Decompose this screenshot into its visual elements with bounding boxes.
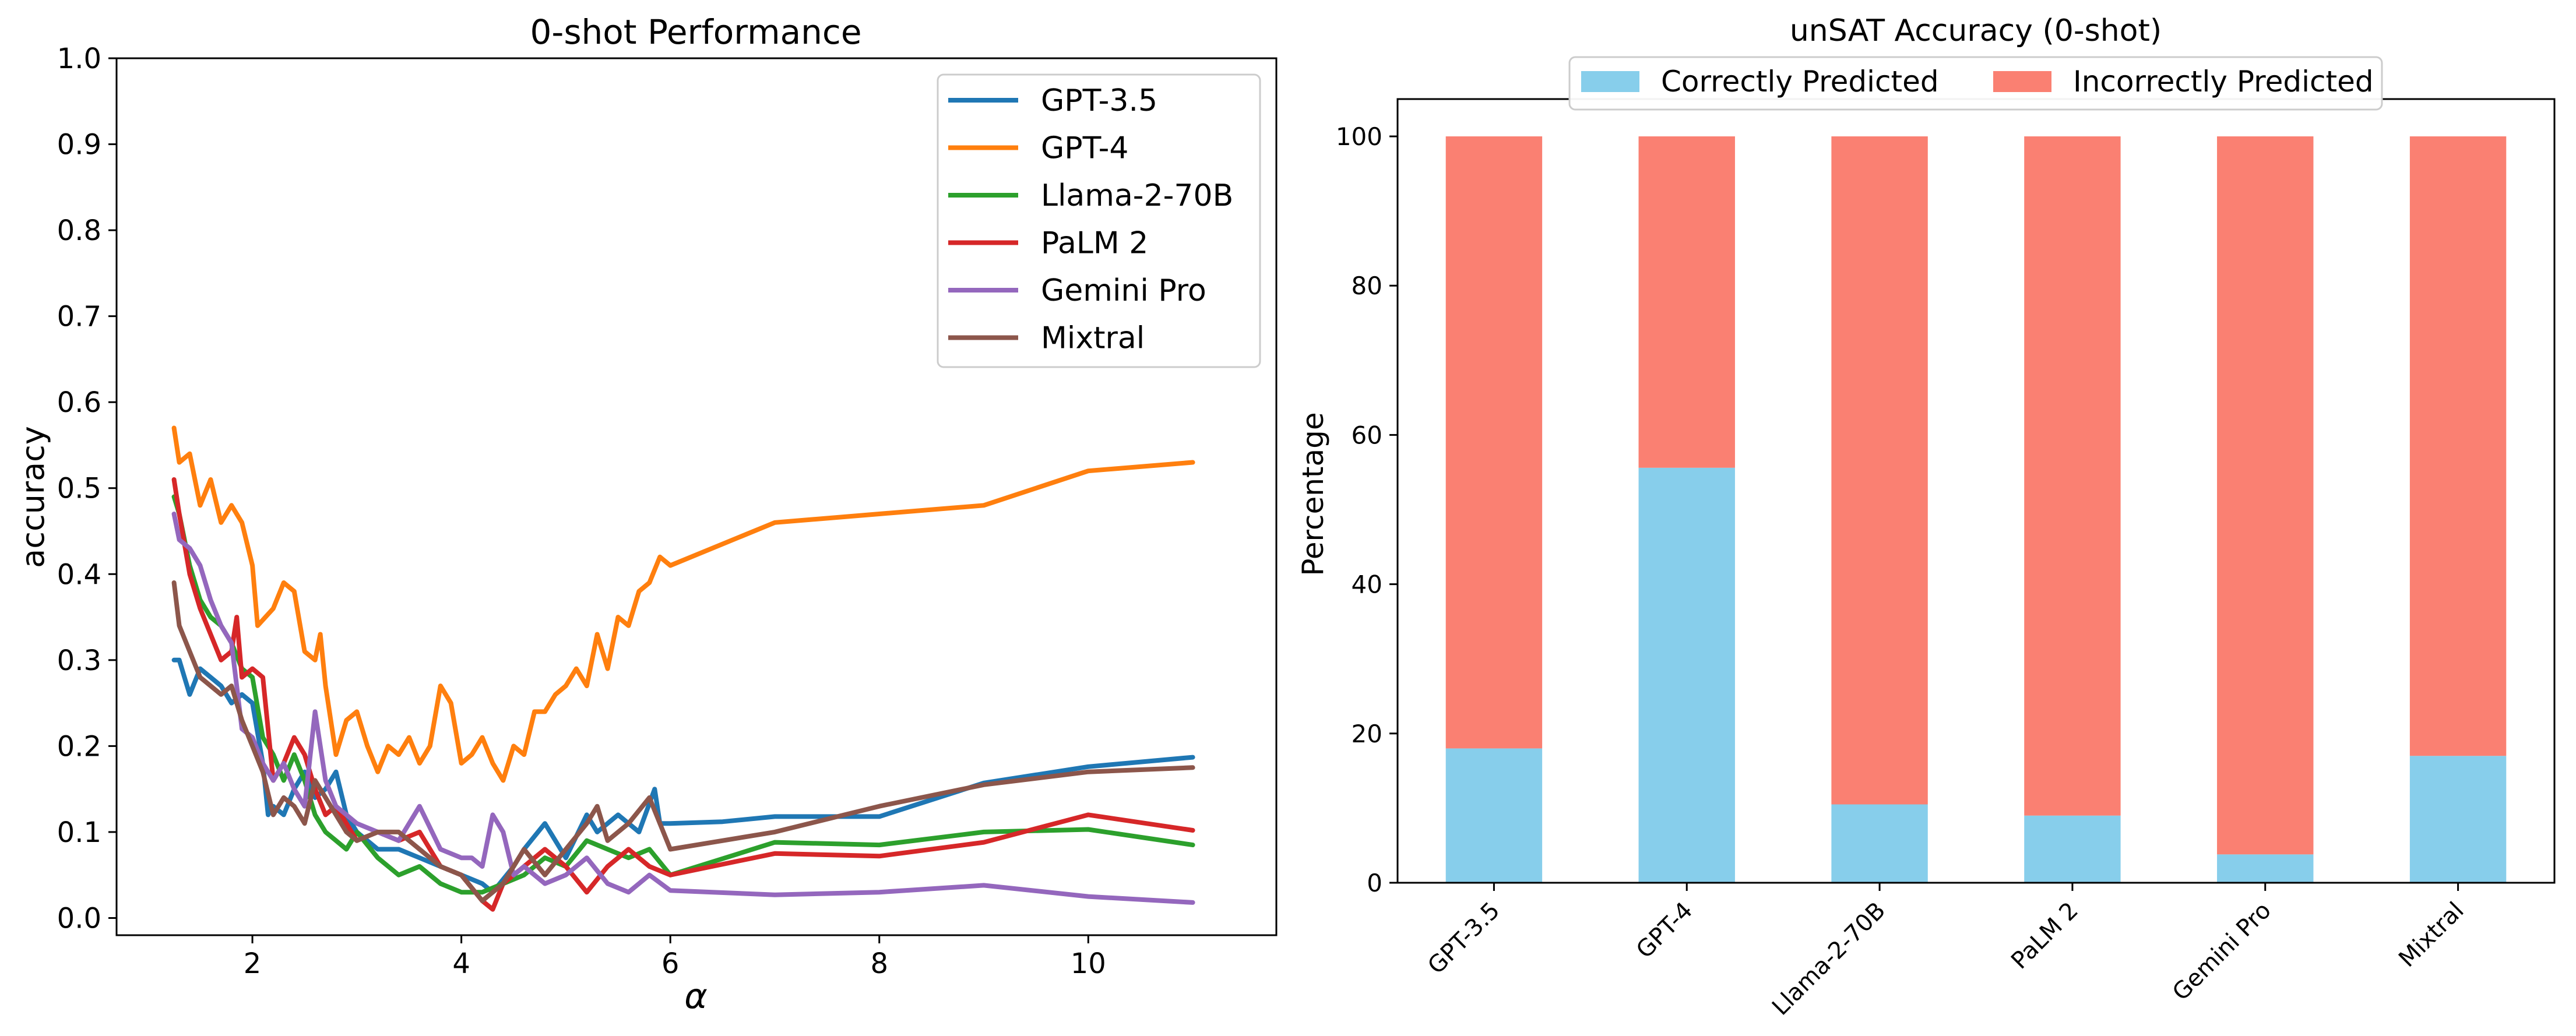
bar-segment <box>1638 467 1735 883</box>
bar-segment <box>1445 136 1543 749</box>
x-tick-label: PaLM 2 <box>2006 897 2084 975</box>
bar-chart-title: unSAT Accuracy (0-shot) <box>1790 13 2162 48</box>
legend-frame <box>1568 56 2383 111</box>
y-tick-label: 0.1 <box>57 816 101 849</box>
bar-chart-y-axis: 0 20 40 60 80 100 <box>1336 122 1398 897</box>
bar-chart-plot-frame <box>1396 98 2556 884</box>
y-tick-label: 1.0 <box>57 43 101 75</box>
bar-segment <box>2409 136 2507 756</box>
bar-chart-ylabel: Percentage <box>1296 412 1330 576</box>
series-line <box>171 425 1195 783</box>
line-chart-x-axis: 2 4 6 8 10 <box>244 935 1106 980</box>
line-chart: 0-shot Performance 0.0 0.1 0.2 0.3 0.4 0.5 0.6… <box>15 12 1278 1017</box>
bar-chart-bars <box>1445 136 2507 883</box>
legend-label: Mixtral <box>1041 321 1145 356</box>
y-tick-label: 0.6 <box>57 386 101 419</box>
y-tick-label: 0.4 <box>57 558 101 591</box>
bar-segment <box>2217 854 2314 883</box>
y-tick-label: 0.0 <box>57 902 101 935</box>
bar-segment <box>1638 136 1735 468</box>
x-tick-label: Gemini Pro <box>2167 897 2276 1006</box>
y-tick-label: 0.9 <box>57 129 101 161</box>
x-tick-label: Mixtral <box>2394 897 2469 972</box>
y-tick-label: 80 <box>1352 272 1382 300</box>
legend-label: Correctly Predicted <box>1661 65 1939 98</box>
line-chart-xlabel: α <box>684 976 708 1017</box>
legend-swatch <box>1993 71 2051 92</box>
x-tick-label: Llama-2-70B <box>1767 897 1891 1021</box>
x-tick-label: 8 <box>870 947 888 980</box>
bar-segment <box>1445 748 1543 883</box>
bar-segment <box>2024 136 2121 816</box>
legend-label: Gemini Pro <box>1041 273 1206 308</box>
legend-label: Llama-2-70B <box>1041 178 1233 213</box>
y-tick-label: 0 <box>1367 869 1382 897</box>
bar-segment <box>2024 815 2121 883</box>
legend-label: Incorrectly Predicted <box>2073 65 2374 98</box>
y-tick-label: 0.5 <box>57 473 101 505</box>
bar-chart-legend: Correctly Predicted Incorrectly Predicted <box>1568 56 2383 111</box>
series-line <box>171 494 1195 895</box>
legend-label: GPT-3.5 <box>1041 83 1157 118</box>
legend-swatch <box>1581 71 1639 92</box>
series-line <box>171 580 1195 903</box>
y-tick-label: 20 <box>1352 720 1382 748</box>
x-tick-label: 6 <box>661 947 680 980</box>
x-tick-label: 10 <box>1071 947 1106 980</box>
legend-frame <box>937 73 1261 368</box>
y-tick-label: 0.3 <box>57 644 101 677</box>
x-tick-label: GPT-3.5 <box>1423 897 1505 979</box>
line-chart-y-axis: 0.0 0.1 0.2 0.3 0.4 0.5 0.6 0.7 0.8 0.9 1.0 <box>57 43 117 935</box>
line-chart-title: 0-shot Performance <box>530 12 861 52</box>
x-tick-label: 2 <box>244 947 262 980</box>
y-tick-label: 0.8 <box>57 214 101 247</box>
bar-segment <box>2217 136 2314 855</box>
line-chart-series <box>171 425 1195 912</box>
bar-chart-x-axis: GPT-3.5 GPT-4 Llama-2-70B PaLM 2 Gemini Pro M… <box>1423 883 2469 1021</box>
y-tick-label: 60 <box>1352 421 1382 449</box>
bar-segment <box>1831 136 1928 805</box>
y-tick-label: 0.7 <box>57 301 101 333</box>
line-chart-plot-frame <box>115 57 1278 936</box>
legend-label: PaLM 2 <box>1041 226 1148 261</box>
y-tick-label: 100 <box>1336 122 1382 151</box>
bar-segment <box>2409 756 2507 883</box>
legend-label: GPT-4 <box>1041 131 1129 166</box>
line-chart-ylabel: accuracy <box>15 426 51 568</box>
y-tick-label: 40 <box>1352 570 1382 599</box>
y-tick-label: 0.2 <box>57 730 101 763</box>
x-tick-label: GPT-4 <box>1631 897 1698 964</box>
line-chart-legend: GPT-3.5 GPT-4 Llama-2-70B PaLM 2 Gemini Pro M… <box>937 73 1261 368</box>
bar-segment <box>1831 804 1928 883</box>
x-tick-label: 4 <box>452 947 470 980</box>
stacked-bar-chart: unSAT Accuracy (0-shot) 0 20 40 60 80 100 GPT… <box>1296 13 2556 1021</box>
